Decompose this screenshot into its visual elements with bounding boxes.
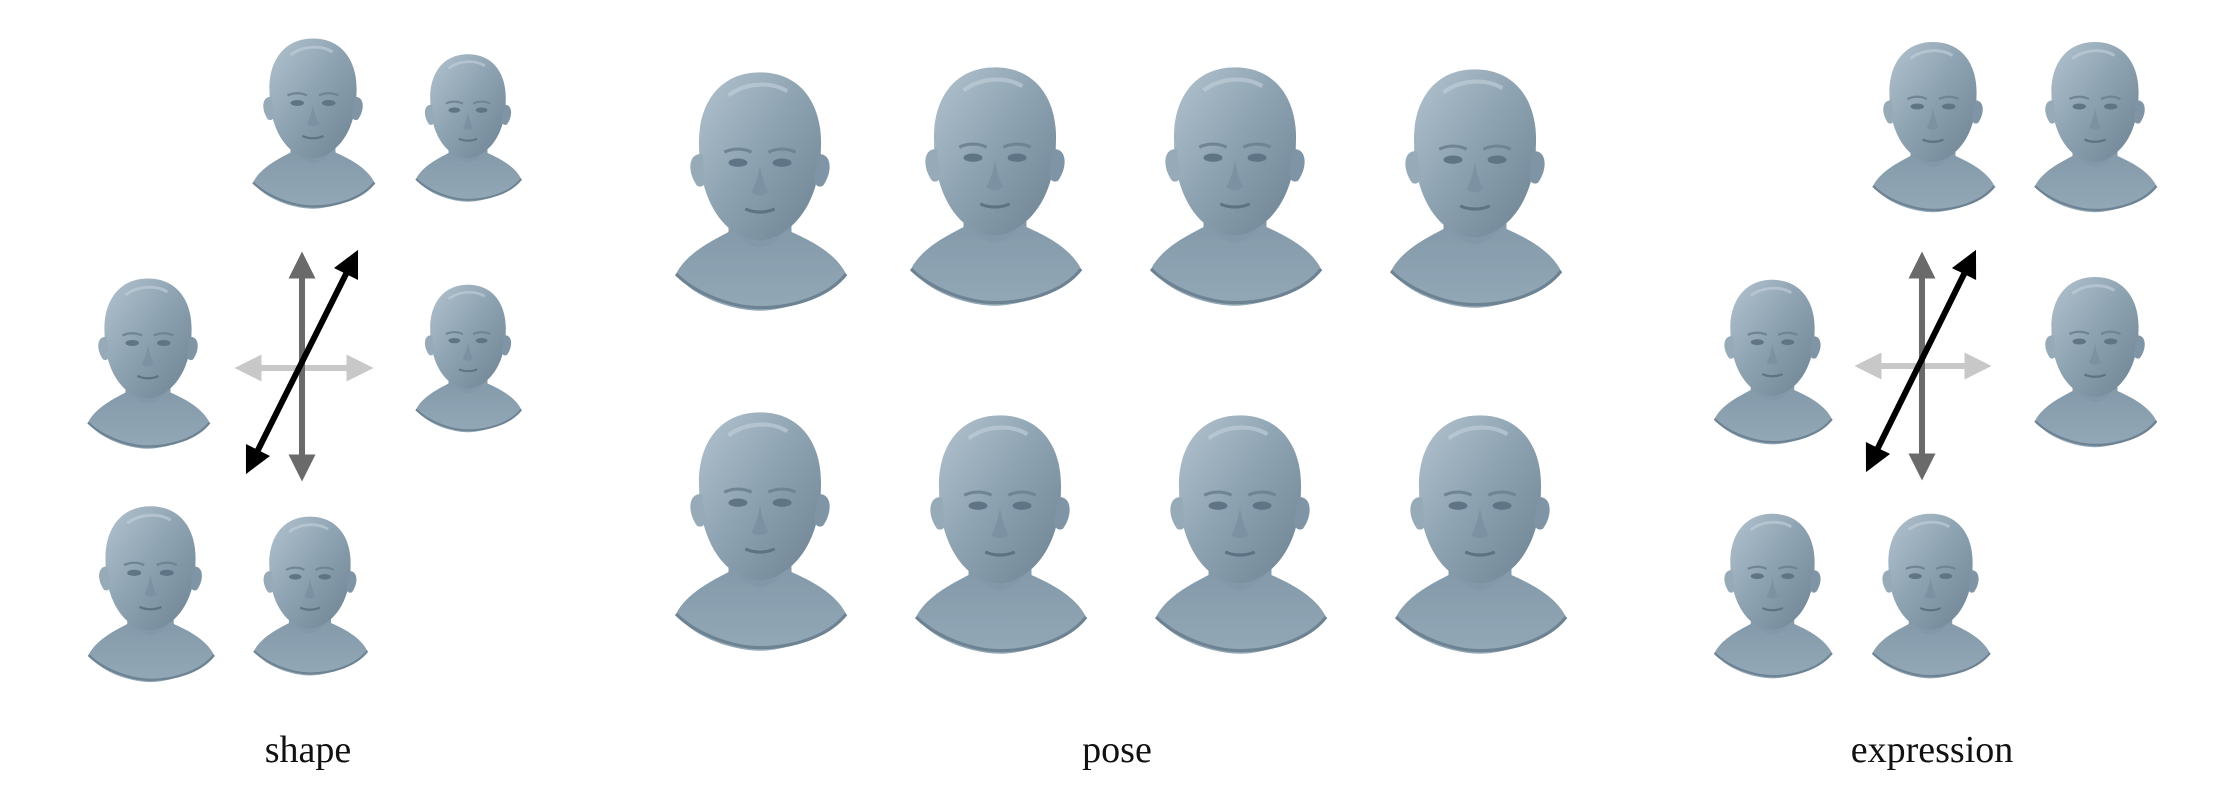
pose-head-1 — [676, 72, 846, 310]
expression-axis-arrows — [1854, 249, 1992, 481]
expression-head-top-left — [1871, 40, 1997, 215]
pose-head-5 — [676, 412, 846, 650]
shape-axis-arrows — [234, 249, 374, 482]
shape-head-mid-left — [86, 276, 212, 451]
pose-head-8 — [1396, 415, 1566, 653]
expression-head-top-right — [2033, 40, 2159, 215]
expression-head-bottom-left — [1712, 511, 1834, 681]
shape-head-top-left — [251, 36, 377, 211]
pose-head-3 — [1151, 67, 1321, 305]
expression-head-bottom-right — [1870, 511, 1992, 681]
shape-head-top-right — [414, 52, 524, 204]
shape-arrow-diagonal — [245, 249, 359, 475]
pose-head-6 — [916, 415, 1086, 653]
pose-caption: pose — [1082, 729, 1152, 771]
shape-panel — [86, 36, 524, 684]
shape-head-mid-right — [414, 282, 524, 435]
shape-head-bottom-left — [86, 504, 216, 684]
pose-panel — [676, 67, 1566, 653]
expression-head-mid-right — [2033, 275, 2159, 450]
pose-head-4 — [1391, 69, 1561, 307]
pose-head-7 — [1156, 415, 1326, 653]
shape-caption: shape — [264, 729, 352, 771]
pose-head-2 — [911, 67, 1081, 305]
expression-caption: expression — [1850, 729, 2014, 771]
expression-arrow-diagonal — [1865, 249, 1977, 473]
shape-head-bottom-right — [252, 514, 370, 678]
expression-panel — [1712, 40, 2159, 681]
expression-head-mid-left — [1712, 277, 1834, 447]
